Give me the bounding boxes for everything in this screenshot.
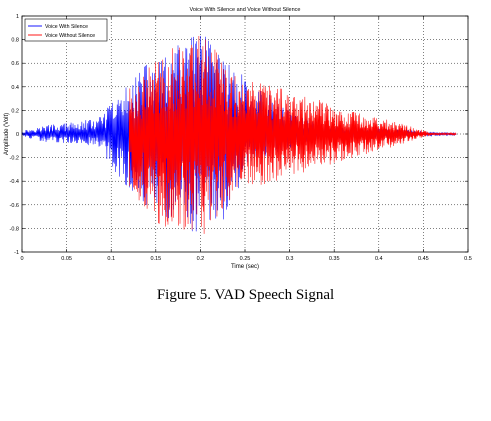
legend-label: Voice Without Silence bbox=[45, 33, 95, 39]
y-tick-label: 1 bbox=[16, 14, 19, 20]
y-tick-label: 0 bbox=[16, 132, 19, 138]
y-tick-label: 0.2 bbox=[11, 108, 19, 114]
axes-ticks: 0 0.05 0.1 0.15 0.2 0.25 0.3 0.35 0.4 0.45 0.5 -1 -0… bbox=[10, 14, 472, 262]
x-tick-label: 0.15 bbox=[150, 256, 161, 262]
plot-area bbox=[21, 35, 457, 234]
y-tick-label: -1 bbox=[14, 250, 19, 256]
x-tick-label: 0.4 bbox=[375, 256, 383, 262]
x-tick-label: 0.1 bbox=[107, 256, 115, 262]
series-line-2 bbox=[128, 36, 457, 234]
x-tick-label: 0.05 bbox=[61, 256, 72, 262]
x-tick-label: 0.3 bbox=[286, 256, 294, 262]
x-tick-label: 0.25 bbox=[240, 256, 251, 262]
x-tick-label: 0.2 bbox=[197, 256, 205, 262]
x-tick-label: 0.5 bbox=[464, 256, 472, 262]
y-tick-label: -0.8 bbox=[10, 226, 19, 232]
y-tick-label: -0.6 bbox=[10, 203, 19, 209]
legend: Voice With Silence Voice Without Silence bbox=[24, 18, 108, 42]
y-tick-label: 0.4 bbox=[11, 85, 19, 91]
chart-title: Voice With Silence and Voice Without Sil… bbox=[190, 7, 301, 13]
x-axis-label: Time (sec) bbox=[231, 264, 259, 270]
y-tick-label: -0.2 bbox=[10, 156, 19, 162]
x-tick-label: 0.45 bbox=[418, 256, 429, 262]
figure-caption: Figure 5. VAD Speech Signal bbox=[156, 287, 335, 303]
y-tick-label: 0.8 bbox=[11, 38, 19, 44]
legend-label: Voice With Silence bbox=[45, 24, 88, 30]
y-tick-label: 0.6 bbox=[11, 61, 19, 67]
legend-box bbox=[24, 18, 108, 42]
y-axis-label: Amplitude (Volt) bbox=[4, 113, 10, 155]
y-tick-label: -0.4 bbox=[10, 179, 19, 185]
x-tick-label: 0.35 bbox=[329, 256, 340, 262]
chart: Voice With Silence and Voice Without Sil… bbox=[4, 7, 472, 270]
x-tick-label: 0 bbox=[20, 256, 23, 262]
